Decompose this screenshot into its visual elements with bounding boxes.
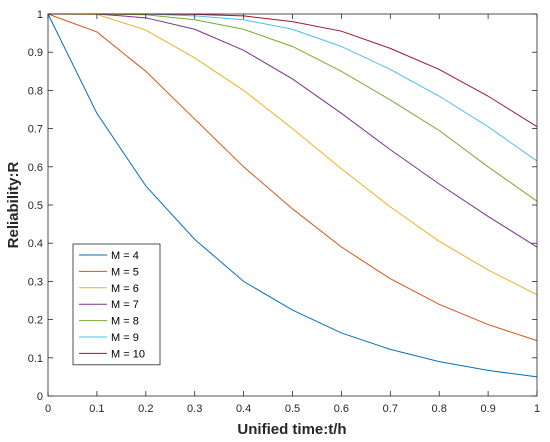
x-tick-label: 0.5 xyxy=(285,403,300,415)
y-tick-label: 0.5 xyxy=(28,200,43,212)
x-tick-label: 0.6 xyxy=(334,403,349,415)
x-tick-label: 0.1 xyxy=(89,403,104,415)
x-tick-label: 0.2 xyxy=(138,403,153,415)
legend-label: M = 10 xyxy=(111,348,145,360)
legend-label: M = 9 xyxy=(111,332,139,344)
y-tick-label: 1 xyxy=(37,9,43,21)
y-tick-label: 0.4 xyxy=(28,238,43,250)
legend-label: M = 6 xyxy=(111,283,139,295)
tick-layer: 0 0.1 0.2 0.3 0.4 0.5 0.6 0.7 0.8 0.9 1 0 0.1 0.2 0.3 0… xyxy=(28,9,540,415)
x-tick-label: 0.8 xyxy=(432,403,447,415)
y-tick-label: 0.1 xyxy=(28,353,43,365)
y-tick-label: 0.7 xyxy=(28,124,43,136)
x-axis-title: Unified time:t/h xyxy=(237,421,346,438)
x-tick-label: 0.3 xyxy=(187,403,202,415)
y-tick-label: 0.3 xyxy=(28,276,43,288)
y-tick-label: 0.6 xyxy=(28,162,43,174)
legend: M = 4 M = 5 M = 6 M = 7 M = 8 M = 9 M = 10 xyxy=(72,243,161,366)
legend-label: M = 7 xyxy=(111,299,139,311)
y-tick-label: 0.8 xyxy=(28,85,43,97)
x-tick-label: 0.4 xyxy=(236,403,251,415)
x-tick-label: 0.7 xyxy=(383,403,398,415)
series-line-m7 xyxy=(48,13,538,248)
y-axis-title: Reliability:R xyxy=(5,161,22,248)
legend-label: M = 4 xyxy=(111,250,139,262)
y-tick-label: 0.9 xyxy=(28,47,43,59)
series-line-m8 xyxy=(48,13,538,202)
series-line-m4 xyxy=(47,13,538,378)
y-tick-label: 0.2 xyxy=(28,315,43,327)
x-tick-label: 0.9 xyxy=(480,403,495,415)
x-tick-label: 1 xyxy=(534,403,540,415)
series-line-m6 xyxy=(47,13,538,296)
x-tick-label: 0 xyxy=(45,403,51,415)
legend-label: M = 8 xyxy=(111,316,139,328)
series-line-m5 xyxy=(47,13,538,342)
legend-label: M = 5 xyxy=(111,266,139,278)
y-tick-label: 0 xyxy=(37,391,43,403)
